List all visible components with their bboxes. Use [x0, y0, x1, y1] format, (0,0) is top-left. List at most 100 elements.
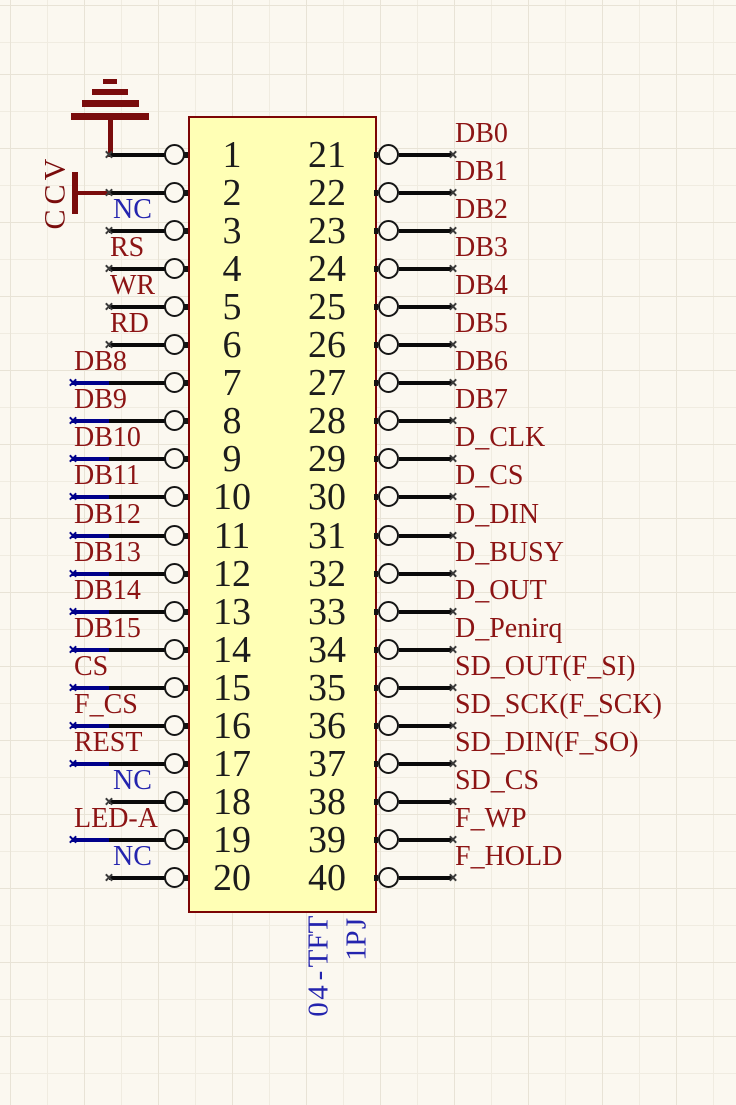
pin-wire-right[interactable] [399, 419, 452, 423]
pin-wire-left[interactable] [109, 762, 165, 766]
net-label[interactable]: RD [110, 308, 149, 339]
pin-circle-left[interactable] [164, 791, 185, 812]
pin-circle-left[interactable] [164, 372, 185, 393]
pin-wire-left[interactable] [109, 800, 165, 804]
pin-wire-left[interactable] [109, 343, 165, 347]
net-label[interactable]: DB10 [74, 422, 141, 453]
pin-circle-left[interactable] [164, 486, 185, 507]
pin-wire-right[interactable] [399, 495, 452, 499]
net-wire-left[interactable] [72, 457, 110, 461]
pin-wire-left[interactable] [109, 686, 165, 690]
pin-wire-left[interactable] [109, 610, 165, 614]
pin-wire-right[interactable] [399, 191, 452, 195]
net-wire-left[interactable] [72, 572, 110, 576]
net-wire-left[interactable] [72, 381, 110, 385]
pin-circle-right[interactable] [378, 144, 399, 165]
pin-circle-left[interactable] [164, 677, 185, 698]
pin-wire-right[interactable] [399, 457, 452, 461]
pin-circle-right[interactable] [378, 563, 399, 584]
net-label[interactable]: DB5 [455, 308, 508, 339]
pin-wire-right[interactable] [399, 229, 452, 233]
connector-body[interactable] [188, 116, 377, 913]
pin-wire-right[interactable] [399, 838, 452, 842]
pin-wire-left[interactable] [109, 457, 165, 461]
net-label[interactable]: CS [74, 651, 109, 682]
net-wire-left[interactable] [72, 648, 110, 652]
net-label[interactable]: DB8 [74, 346, 127, 377]
net-label[interactable]: DB12 [74, 499, 141, 530]
net-label[interactable]: NC [113, 841, 152, 872]
net-label[interactable]: D_BUSY [455, 537, 564, 568]
pin-circle-right[interactable] [378, 334, 399, 355]
pin-circle-left[interactable] [164, 563, 185, 584]
net-label[interactable]: NC [113, 194, 152, 225]
pin-wire-right[interactable] [399, 648, 452, 652]
pin-wire-right[interactable] [399, 686, 452, 690]
net-label[interactable]: SD_OUT(F_SI) [455, 651, 636, 682]
pin-wire-left[interactable] [109, 876, 165, 880]
net-label[interactable]: REST [74, 727, 143, 758]
pin-circle-right[interactable] [378, 601, 399, 622]
pin-circle-left[interactable] [164, 639, 185, 660]
pin-wire-left[interactable] [109, 381, 165, 385]
pin-wire-right[interactable] [399, 876, 452, 880]
net-label[interactable]: DB13 [74, 537, 141, 568]
net-wire-left[interactable] [72, 838, 110, 842]
pin-circle-right[interactable] [378, 486, 399, 507]
net-label[interactable]: NC [113, 765, 152, 796]
pin-circle-left[interactable] [164, 448, 185, 469]
pin-circle-right[interactable] [378, 258, 399, 279]
net-label[interactable]: SD_CS [455, 765, 540, 796]
pin-wire-left[interactable] [109, 191, 165, 195]
pin-circle-left[interactable] [164, 715, 185, 736]
net-wire-left[interactable] [72, 762, 110, 766]
net-wire-left[interactable] [72, 686, 110, 690]
pin-wire-left[interactable] [109, 572, 165, 576]
net-label[interactable]: DB7 [455, 384, 508, 415]
pin-wire-right[interactable] [399, 305, 452, 309]
pin-circle-left[interactable] [164, 753, 185, 774]
pin-circle-right[interactable] [378, 677, 399, 698]
pin-circle-right[interactable] [378, 753, 399, 774]
pin-wire-left[interactable] [109, 838, 165, 842]
net-label[interactable]: F_WP [455, 803, 527, 834]
pin-circle-left[interactable] [164, 296, 185, 317]
pin-circle-right[interactable] [378, 791, 399, 812]
pin-circle-left[interactable] [164, 258, 185, 279]
pin-circle-left[interactable] [164, 182, 185, 203]
pin-wire-left[interactable] [109, 229, 165, 233]
pin-circle-left[interactable] [164, 410, 185, 431]
net-label[interactable]: D_DIN [455, 499, 539, 530]
net-label[interactable]: D_Penirq [455, 613, 563, 644]
pin-wire-right[interactable] [399, 267, 452, 271]
pin-circle-right[interactable] [378, 410, 399, 431]
net-label[interactable]: SD_DIN(F_SO) [455, 727, 639, 758]
pin-circle-left[interactable] [164, 220, 185, 241]
pin-circle-right[interactable] [378, 715, 399, 736]
pin-circle-right[interactable] [378, 182, 399, 203]
pin-wire-right[interactable] [399, 343, 452, 347]
pin-wire-left[interactable] [109, 305, 165, 309]
pin-circle-right[interactable] [378, 639, 399, 660]
pin-wire-right[interactable] [399, 572, 452, 576]
net-label[interactable]: DB4 [455, 270, 508, 301]
net-label[interactable]: WR [110, 270, 156, 301]
pin-wire-right[interactable] [399, 534, 452, 538]
pin-wire-left[interactable] [109, 724, 165, 728]
pin-wire-right[interactable] [399, 762, 452, 766]
net-label[interactable]: D_CS [455, 460, 524, 491]
pin-wire-right[interactable] [399, 153, 452, 157]
pin-wire-right[interactable] [399, 800, 452, 804]
net-label[interactable]: DB2 [455, 194, 508, 225]
net-label[interactable]: D_OUT [455, 575, 547, 606]
net-label[interactable]: DB0 [455, 118, 508, 149]
net-label[interactable]: SD_SCK(F_SCK) [455, 689, 662, 720]
pin-wire-right[interactable] [399, 381, 452, 385]
net-label[interactable]: DB11 [74, 460, 140, 491]
net-wire-left[interactable] [72, 419, 110, 423]
pin-circle-right[interactable] [378, 372, 399, 393]
pin-circle-right[interactable] [378, 448, 399, 469]
pin-circle-left[interactable] [164, 144, 185, 165]
